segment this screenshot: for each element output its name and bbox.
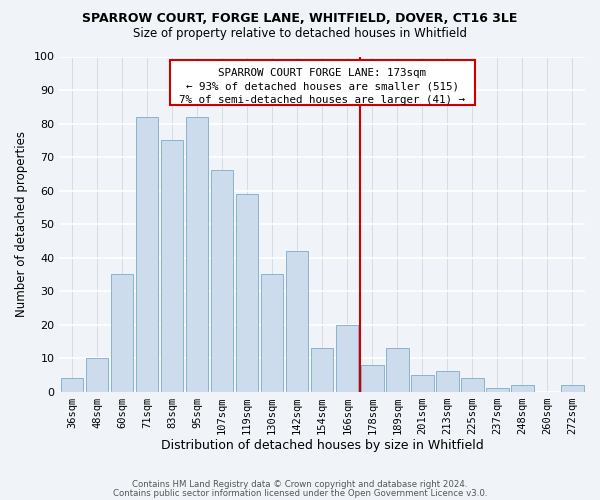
Bar: [561, 385, 584, 392]
Bar: [211, 170, 233, 392]
Bar: [261, 274, 283, 392]
Bar: [461, 378, 484, 392]
Bar: [186, 117, 208, 392]
Text: 7% of semi-detached houses are larger (41) →: 7% of semi-detached houses are larger (4…: [179, 95, 465, 105]
Text: Size of property relative to detached houses in Whitfield: Size of property relative to detached ho…: [133, 28, 467, 40]
Text: Contains public sector information licensed under the Open Government Licence v3: Contains public sector information licen…: [113, 488, 487, 498]
Bar: [386, 348, 409, 392]
Bar: [436, 372, 458, 392]
Text: SPARROW COURT, FORGE LANE, WHITFIELD, DOVER, CT16 3LE: SPARROW COURT, FORGE LANE, WHITFIELD, DO…: [82, 12, 518, 26]
Bar: [111, 274, 133, 392]
Text: ← 93% of detached houses are smaller (515): ← 93% of detached houses are smaller (51…: [186, 82, 459, 92]
X-axis label: Distribution of detached houses by size in Whitfield: Distribution of detached houses by size …: [161, 440, 484, 452]
Bar: [336, 324, 358, 392]
Bar: [136, 117, 158, 392]
Y-axis label: Number of detached properties: Number of detached properties: [15, 131, 28, 317]
Bar: [236, 194, 259, 392]
Bar: [411, 375, 434, 392]
Bar: [311, 348, 334, 392]
Bar: [161, 140, 184, 392]
Bar: [86, 358, 108, 392]
Bar: [511, 385, 533, 392]
Text: Contains HM Land Registry data © Crown copyright and database right 2024.: Contains HM Land Registry data © Crown c…: [132, 480, 468, 489]
Text: SPARROW COURT FORGE LANE: 173sqm: SPARROW COURT FORGE LANE: 173sqm: [218, 68, 426, 78]
Bar: [286, 251, 308, 392]
Bar: [361, 365, 383, 392]
FancyBboxPatch shape: [170, 60, 475, 105]
Bar: [61, 378, 83, 392]
Bar: [486, 388, 509, 392]
